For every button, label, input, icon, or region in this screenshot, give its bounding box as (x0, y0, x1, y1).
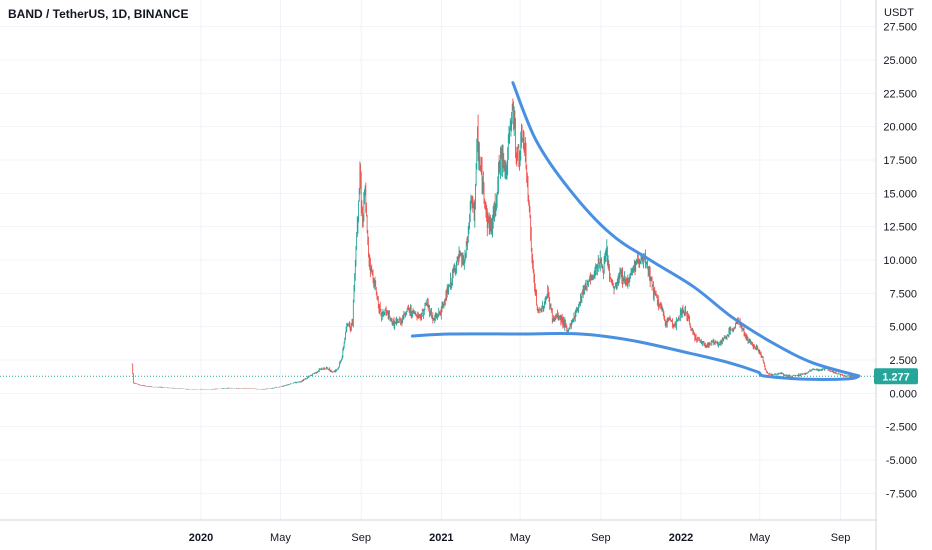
price-tick-label: 12.500 (883, 222, 917, 234)
price-tick-label: 22.500 (883, 88, 917, 100)
time-axis[interactable]: 2020 May Sep 2021 May Sep 2022 May Sep (189, 532, 851, 544)
price-tick-label: 15.000 (883, 188, 917, 200)
chart-title: BAND / TetherUS, 1D, BINANCE (8, 7, 189, 21)
drawings[interactable] (410, 81, 861, 381)
base-curve[interactable] (410, 332, 861, 381)
price-tick-label: -5.000 (886, 455, 917, 467)
price-tick-label: -2.500 (886, 422, 917, 434)
time-tick-label: Sep (591, 532, 611, 544)
price-axis[interactable]: 27.500 25.000 22.500 20.000 17.500 15.000 12.5… (883, 22, 917, 501)
price-tick-label: 17.500 (883, 155, 917, 167)
grid (0, 0, 876, 520)
time-tick-label: 2022 (669, 532, 693, 544)
price-series (131, 98, 857, 390)
descending-trendline[interactable] (511, 81, 861, 378)
last-price-label: 1.277 (882, 371, 910, 383)
time-tick-label: Sep (351, 532, 371, 544)
last-price-tag: 1.277 (874, 368, 918, 385)
time-tick-label: 2020 (189, 532, 213, 544)
time-tick-label: May (749, 532, 770, 544)
time-tick-label: Sep (831, 532, 851, 544)
price-tick-label: 2.500 (889, 355, 917, 367)
time-tick-label: 2021 (429, 532, 453, 544)
price-tick-label: 27.500 (883, 22, 917, 34)
price-tick-label: 25.000 (883, 55, 917, 67)
price-tick-label: 10.000 (883, 255, 917, 267)
price-tick-label: -7.500 (886, 488, 917, 500)
last-price-tag-bg (874, 368, 918, 385)
price-axis-unit: USDT (884, 7, 914, 19)
price-tick-label: 0.000 (889, 388, 917, 400)
time-tick-label: May (270, 532, 291, 544)
price-tick-label: 5.000 (889, 322, 917, 334)
price-tick-label: 7.500 (889, 288, 917, 300)
price-tick-label: 20.000 (883, 122, 917, 134)
time-tick-label: May (510, 532, 531, 544)
